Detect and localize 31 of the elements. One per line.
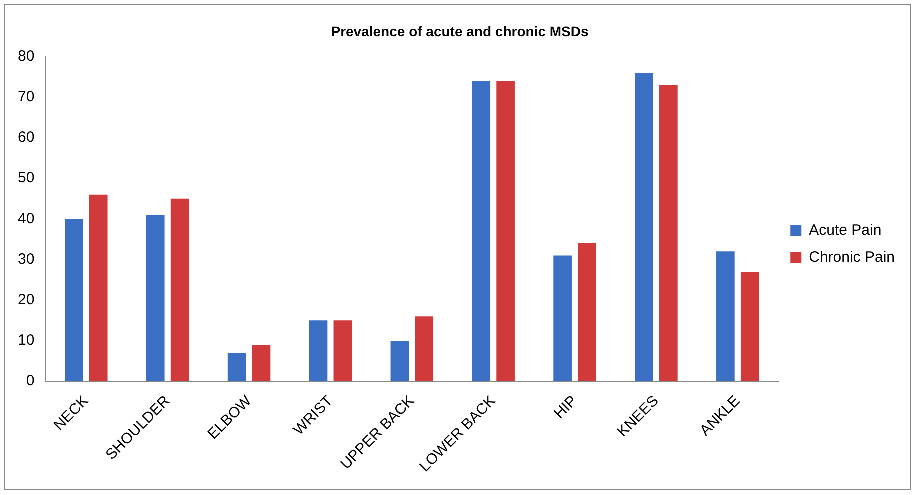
x-tick-label: HIP bbox=[551, 392, 581, 422]
bar bbox=[635, 73, 654, 382]
bar bbox=[415, 316, 434, 382]
bar bbox=[660, 85, 678, 382]
bar bbox=[146, 215, 165, 382]
bar bbox=[390, 340, 410, 382]
y-tick-label: 0 bbox=[26, 372, 35, 390]
y-tick-label: 50 bbox=[18, 170, 35, 187]
bar bbox=[334, 320, 352, 382]
y-tick-label: 30 bbox=[18, 250, 35, 268]
bar bbox=[578, 244, 596, 382]
bar bbox=[740, 272, 760, 382]
bar bbox=[496, 81, 515, 382]
bar bbox=[716, 252, 735, 382]
y-tick-label: 20 bbox=[18, 292, 35, 308]
chart-title: Prevalence of acute and chronic MSDs bbox=[331, 23, 589, 40]
y-tick-label: 70 bbox=[18, 88, 35, 106]
bar bbox=[89, 194, 108, 382]
bar bbox=[65, 219, 84, 382]
bar bbox=[228, 353, 246, 382]
legend-label: Acute Pain bbox=[809, 222, 882, 240]
bar bbox=[554, 256, 572, 382]
y-tick-label: 60 bbox=[18, 129, 35, 146]
y-tick-label: 10 bbox=[18, 332, 35, 350]
legend-label: Chronic Pain bbox=[809, 249, 896, 266]
y-tick-label: 80 bbox=[18, 48, 35, 65]
bar bbox=[252, 345, 271, 382]
bar bbox=[170, 198, 190, 382]
bar bbox=[472, 81, 491, 382]
bar bbox=[309, 320, 328, 382]
y-tick-label: 40 bbox=[18, 210, 35, 228]
